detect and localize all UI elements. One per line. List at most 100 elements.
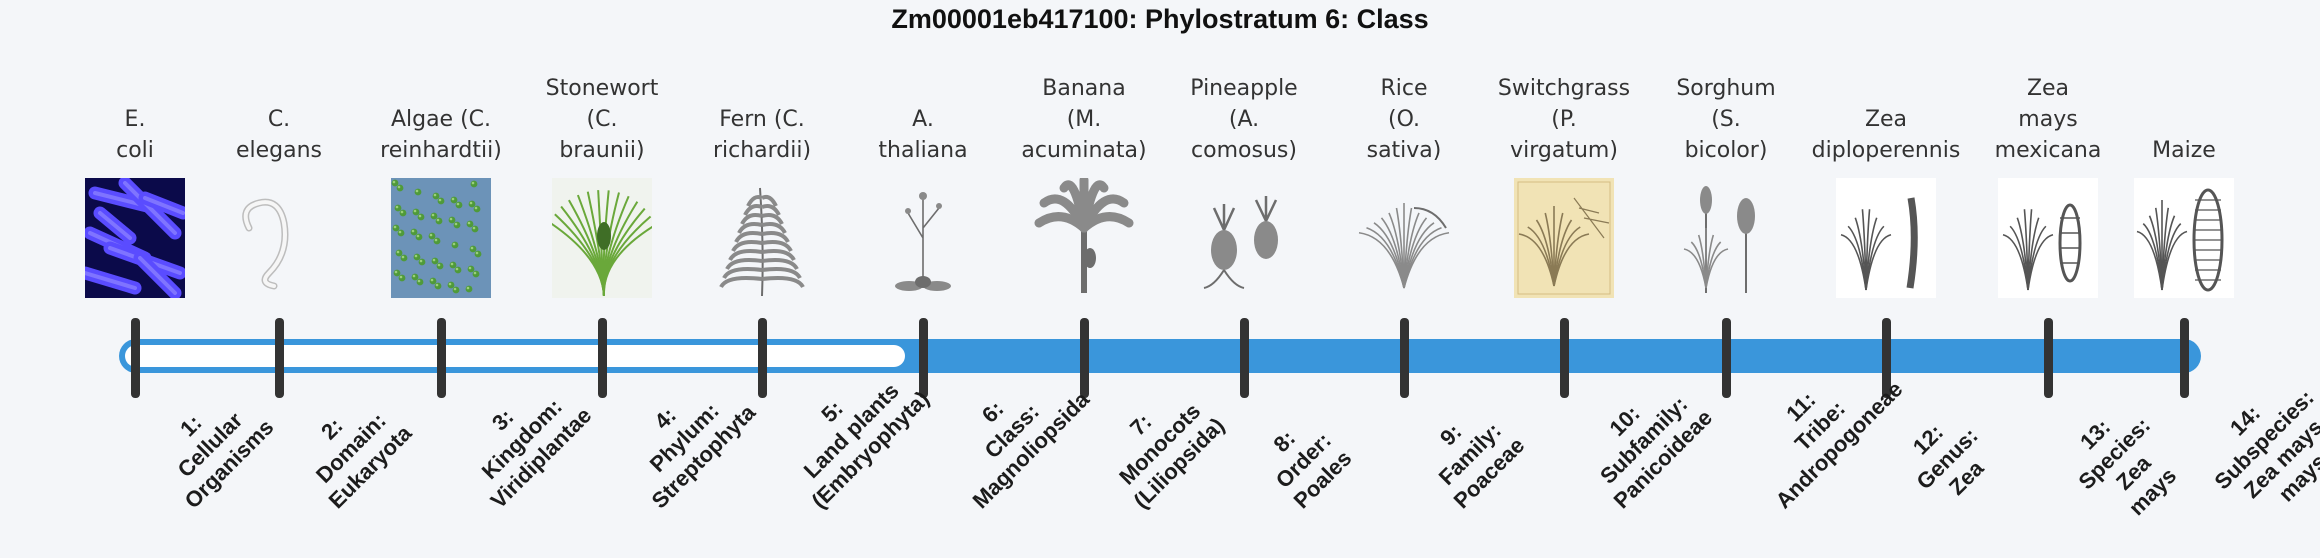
stratum-tick [757,318,767,398]
organism-column: Switchgrass (P. virgatum) [1479,70,1649,166]
stratum-tick [1881,318,1891,398]
switchgrass-image-drawing [1514,178,1614,298]
organism-name: A. thaliana [838,104,1008,166]
organism-name: Algae (C. reinhardtii) [356,104,526,166]
organism-name-line: coli [116,138,154,163]
zea-mexicana-image-drawing [1998,178,2098,298]
organism-name-line: Zea [1864,107,1908,132]
stratum-tick [597,318,607,398]
organism-name: Stonewort (C. braunii) [517,73,687,166]
stratum-tick [1399,318,1409,398]
organism-name-line: (A. [1228,107,1260,132]
organism-name-line: mays [2018,107,2078,132]
organism-name-line: (P. [1551,107,1577,132]
arabidopsis-image-drawing [895,192,951,291]
stratum-label-text: 13: Species: Zea mays [2054,393,2194,533]
organism-name-line: Banana [1042,76,1126,101]
algae-image-drawing [391,178,491,298]
stratum-tick [1721,318,1731,398]
organism-column: Zea mays mexicana [1963,70,2133,166]
organism-column: Sorghum (S. bicolor) [1641,70,1811,166]
organism-name-line: elegans [235,138,323,163]
stratum-label-text: 9: Family: Poaceae [1410,394,1530,514]
organism-name-line: reinhardtii) [380,138,502,163]
sorghum-image-drawing [1683,186,1755,293]
organism-column: Algae (C. reinhardtii) [356,70,526,166]
stratum-label-text: 2: Domain: Eukaryota [285,382,418,515]
organism-name-line: diploperennis [1811,138,1961,163]
organism-column: E. coli [50,70,220,166]
organism-name-line: Sorghum [1676,76,1776,101]
banana-image [1034,178,1134,298]
stratum-tick [436,318,446,398]
stratum-tick [1239,318,1249,398]
zea-diploperennis-image-drawing [1836,178,1936,298]
organism-name: Maize [2099,135,2269,166]
stratum-label-text: 10: Subfamily: Panicoideae [1570,366,1718,514]
organism-name-line: mexicana [1994,138,2102,163]
fern-image [712,178,812,298]
organism-name: Sorghum (S. bicolor) [1641,73,1811,166]
organism-name: Switchgrass (P. virgatum) [1479,73,1649,166]
stratum-label-text: 5: Land plants (Embryophyta) [768,347,935,514]
stonewort-image-drawing [552,178,652,298]
organism-column: Banana (M. acuminata) [999,70,1169,166]
organism-name-line: (O. [1387,107,1420,132]
stratum-tick [1559,318,1569,398]
maize-image [2134,178,2234,298]
zea-diploperennis-image [1836,178,1936,298]
organism-column: Maize [2099,70,2269,166]
organism-row: E. coli C. elegans Algae (C. reinhardtii) Ston… [50,70,2269,298]
organism-name: Fern (C. richardii) [677,104,847,166]
organism-name: Banana (M. acuminata) [999,73,1169,166]
organism-column: C. elegans [194,70,364,166]
rice-image [1354,178,1454,298]
e-coli-image [85,178,185,298]
stratum-tick [2043,318,2053,398]
organism-name-line: Stonewort [545,76,659,101]
sorghum-image [1676,178,1776,298]
pineapple-image [1194,178,1294,298]
organism-column: A. thaliana [838,70,1008,166]
stratum-label-text: 8: Order: Poales [1250,407,1357,514]
organism-name-line: Rice [1380,76,1428,101]
organism-name-line: C. [267,107,291,132]
organism-column: Rice (O. sativa) [1319,70,1489,166]
track-unfilled-segment [125,345,905,367]
organism-column: Zea diploperennis [1801,70,1971,166]
stonewort-image [552,178,652,298]
stratum-label-text: 1: Cellular Organisms [141,375,280,514]
organism-name-line: (M. [1066,107,1102,132]
c-elegans-image-drawing [242,198,289,290]
zea-mexicana-image [1998,178,2098,298]
e-coli-image-drawing [85,178,185,298]
fern-image-drawing [719,187,805,297]
stratum-tick [2179,318,2189,398]
organism-name-line: Algae (C. [390,107,492,132]
organism-name-line: comosus) [1191,138,1297,163]
arabidopsis-image [873,178,973,298]
maize-image-drawing [2134,178,2234,298]
organism-name-line: sativa) [1366,138,1442,163]
organism-column: Stonewort (C. braunii) [517,70,687,166]
c-elegans-image [229,178,329,298]
stratum-label-text: 14: Subspecies: Zea mays mays [2190,365,2320,533]
organism-name: Pineapple (A. comosus) [1159,73,1329,166]
organism-name-line: acuminata) [1021,138,1147,163]
organism-name: C. elegans [194,104,364,166]
organism-name-line: A. [912,107,934,132]
page-title: Zm00001eb417100: Phylostratum 6: Class [891,4,1429,34]
stratum-label-text: 7: Monocots (Liliopsida) [1090,374,1230,514]
organism-name-line: richardii) [712,138,812,163]
stratum-tick [274,318,284,398]
stratum-label-text: 11: Tribe: Andropogoneae [1732,338,1909,515]
organism-name-line: bicolor) [1684,138,1768,163]
stratum-tick [1079,318,1089,398]
organism-name-line: (C. [586,107,618,132]
organism-name: Zea mays mexicana [1963,73,2133,166]
organism-column: Pineapple (A. comosus) [1159,70,1329,166]
stratum-label-text: 4: Phylum: Streptophyta [608,361,761,514]
organism-name-line: (S. [1711,107,1741,132]
organism-column: Fern (C. richardii) [677,70,847,166]
pineapple-image-drawing [1203,196,1278,289]
